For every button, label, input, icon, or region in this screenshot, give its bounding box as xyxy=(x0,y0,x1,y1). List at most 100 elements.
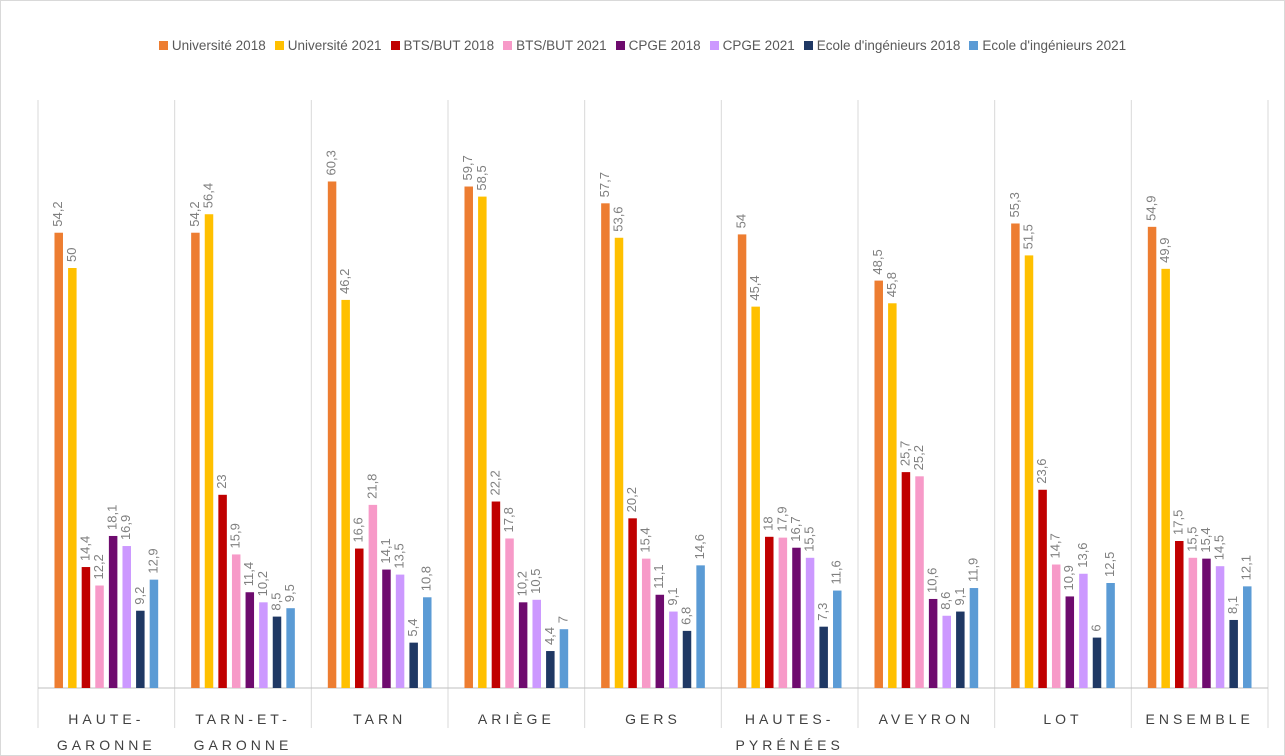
bar xyxy=(245,592,255,688)
data-label: 5,4 xyxy=(405,619,420,637)
bar xyxy=(1024,255,1034,688)
bar xyxy=(928,598,938,688)
bar xyxy=(409,642,418,688)
bar xyxy=(641,558,651,688)
bar xyxy=(969,588,979,688)
data-label: 7,3 xyxy=(815,603,830,621)
data-label: 12,1 xyxy=(1239,555,1254,580)
data-label: 20,2 xyxy=(624,487,639,512)
bar xyxy=(1147,226,1157,688)
legend-label: CPGE 2018 xyxy=(628,38,701,53)
bar xyxy=(737,234,747,688)
bar xyxy=(382,569,391,688)
data-label: 8,6 xyxy=(938,592,953,610)
bar xyxy=(601,203,610,688)
bar xyxy=(149,579,159,688)
data-label: 14,5 xyxy=(1212,535,1227,560)
bar xyxy=(286,608,295,688)
legend-label: Université 2018 xyxy=(171,38,266,53)
bar xyxy=(1092,637,1102,688)
bar xyxy=(1106,583,1115,688)
bar xyxy=(395,574,405,688)
data-label: 16,9 xyxy=(118,515,133,540)
data-label: 14,7 xyxy=(1048,533,1063,558)
data-label: 46,2 xyxy=(337,269,352,294)
bar xyxy=(122,546,131,688)
legend-swatch xyxy=(615,41,625,50)
data-label: 25,7 xyxy=(897,441,912,466)
bar xyxy=(901,472,911,688)
data-label: 11,1 xyxy=(651,564,666,588)
bar xyxy=(614,237,624,688)
data-label: 8,5 xyxy=(268,593,283,611)
bar xyxy=(464,186,473,688)
legend: Université 2018 Université 2021 BTS/BUT 20… xyxy=(0,38,1285,53)
legend-label: BTS/BUT 2021 xyxy=(516,38,607,53)
x-tick-label: ARIÈGE xyxy=(477,711,555,727)
legend-item: Ecole d'ingénieurs 2018 xyxy=(803,38,960,53)
x-tick-label: TARN-ET-GARONNE xyxy=(193,711,293,753)
data-label: 9,1 xyxy=(952,587,967,605)
bar xyxy=(341,299,350,688)
bar xyxy=(505,538,514,688)
data-label: 7 xyxy=(555,616,570,623)
bar xyxy=(792,547,801,688)
x-tick-label: AVEYRON xyxy=(878,711,975,727)
bar xyxy=(956,611,965,688)
bar xyxy=(108,535,118,688)
bar xyxy=(327,181,337,689)
legend-swatch xyxy=(158,41,168,50)
legend-label: CPGE 2021 xyxy=(722,38,795,53)
bar xyxy=(68,268,77,688)
legend-swatch xyxy=(274,41,284,50)
bar xyxy=(1215,566,1225,688)
data-label: 14,6 xyxy=(692,534,707,559)
data-label: 4,4 xyxy=(542,627,557,645)
data-label: 11,9 xyxy=(965,558,980,582)
legend-item: BTS/BUT 2018 xyxy=(390,38,494,53)
bar xyxy=(682,630,692,688)
bar xyxy=(546,651,555,688)
x-tick-label: GERS xyxy=(625,711,681,727)
data-label: 22,2 xyxy=(487,470,502,495)
data-label: 23,6 xyxy=(1034,458,1049,483)
bar xyxy=(751,306,760,688)
data-label: 18,1 xyxy=(105,505,120,530)
data-label: 17,9 xyxy=(774,506,789,531)
bar xyxy=(819,626,828,688)
data-label: 55,3 xyxy=(1007,192,1022,217)
data-label: 53,6 xyxy=(610,206,625,231)
bar xyxy=(1175,541,1184,688)
data-label: 6,8 xyxy=(678,607,693,625)
bar xyxy=(231,554,241,688)
bar xyxy=(655,594,665,688)
bar xyxy=(355,548,364,688)
bar xyxy=(778,537,788,688)
data-label: 9,5 xyxy=(282,584,297,602)
bar xyxy=(1051,564,1061,688)
bar xyxy=(1161,268,1170,688)
data-label: 51,5 xyxy=(1020,224,1035,249)
data-label: 8,1 xyxy=(1225,596,1240,614)
bar xyxy=(874,280,883,688)
data-label: 18 xyxy=(761,516,776,530)
legend-swatch xyxy=(503,41,513,50)
bar xyxy=(1188,557,1198,688)
data-label: 45,4 xyxy=(747,275,762,300)
data-label: 15,5 xyxy=(1184,526,1199,551)
bar xyxy=(628,518,637,688)
data-label: 9,2 xyxy=(132,587,147,605)
data-label: 57,7 xyxy=(597,172,612,197)
bar xyxy=(272,616,282,688)
data-label: 9,1 xyxy=(665,587,680,605)
data-label: 10,2 xyxy=(255,571,270,596)
data-label: 14,4 xyxy=(77,536,92,561)
bar xyxy=(1065,596,1075,688)
data-label: 15,5 xyxy=(802,526,817,551)
data-label: 6 xyxy=(1088,624,1103,631)
data-label: 12,9 xyxy=(145,548,160,573)
data-label: 15,4 xyxy=(638,527,653,552)
bar xyxy=(1038,489,1047,688)
